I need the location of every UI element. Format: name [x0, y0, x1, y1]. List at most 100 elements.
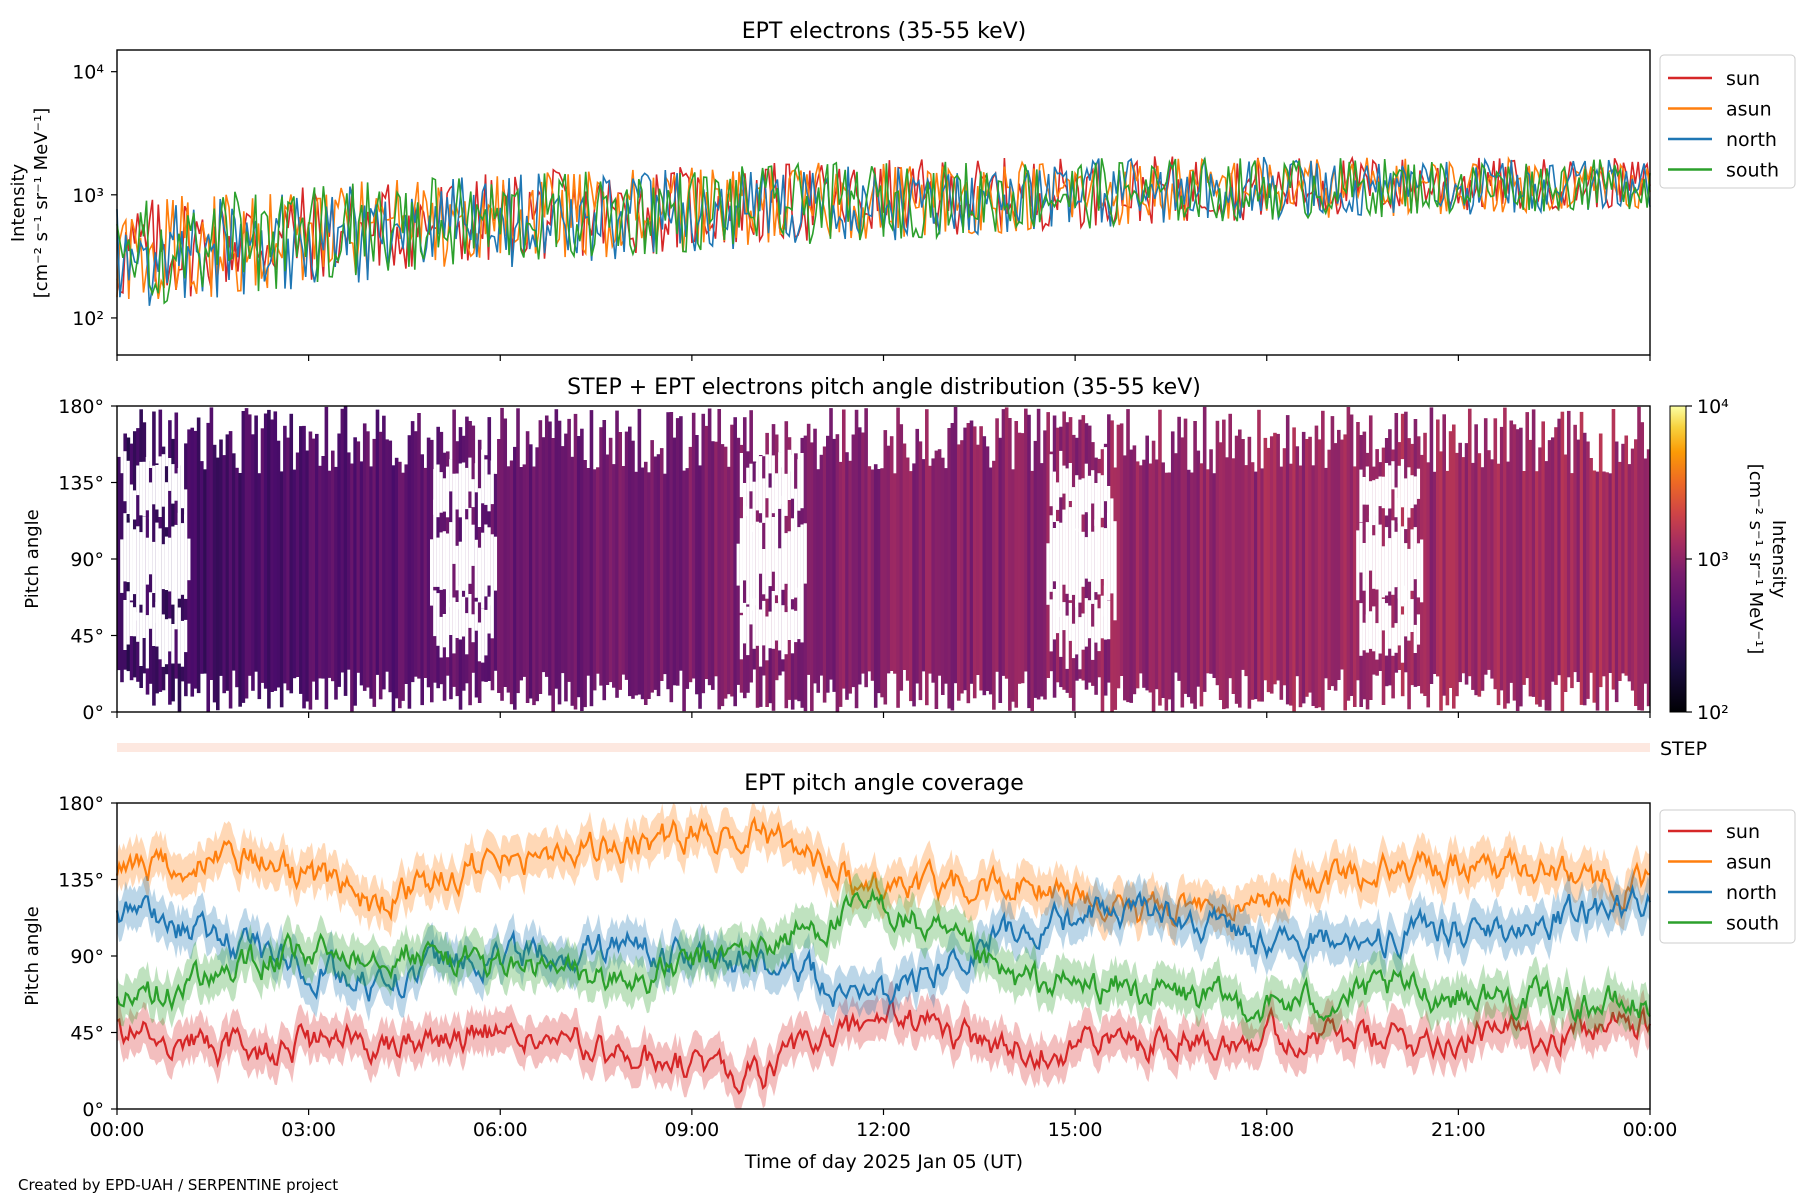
- heatmap-gap: [1378, 476, 1383, 507]
- heatmap-column: [1011, 469, 1015, 702]
- heatmap-gap: [1362, 622, 1367, 651]
- heatmap-column: [1206, 469, 1210, 674]
- heatmap-column: [1563, 454, 1568, 692]
- heatmap-gap: [490, 594, 495, 639]
- heatmap-gap: [1081, 531, 1086, 587]
- heatmap-gap: [177, 607, 182, 664]
- heatmap-column: [1170, 431, 1175, 712]
- heatmap-gap: [1094, 599, 1098, 643]
- heatmap-column: [1327, 449, 1332, 690]
- heatmap-column: [1608, 473, 1613, 673]
- heatmap-column: [669, 412, 674, 703]
- step-label: STEP: [1660, 738, 1707, 760]
- heatmap-column: [1218, 442, 1223, 700]
- heatmap-column: [244, 408, 249, 699]
- heatmap-column: [1557, 418, 1561, 676]
- heatmap-column: [1554, 427, 1558, 685]
- heatmap-column: [1429, 407, 1434, 684]
- heatmap-column: [1186, 469, 1191, 698]
- heatmap-gap: [1391, 520, 1395, 595]
- heatmap-column: [206, 422, 211, 712]
- heatmap-column: [1119, 423, 1124, 676]
- heatmap-column: [688, 446, 693, 683]
- panel1-ylabel-line2: [cm⁻² s⁻¹ sr⁻¹ MeV⁻¹]: [31, 108, 52, 299]
- heatmap-column: [404, 464, 409, 684]
- panel-step-strip: STEP: [117, 738, 1707, 760]
- heatmap-gap: [180, 523, 185, 595]
- heatmap-column: [1595, 471, 1600, 711]
- heatmap-column: [586, 468, 591, 676]
- heatmap-gap: [1368, 611, 1373, 649]
- heatmap-gap: [458, 541, 463, 610]
- heatmap-column: [1589, 458, 1593, 673]
- heatmap-column: [653, 456, 658, 690]
- heatmap-gap: [155, 602, 159, 647]
- heatmap-column: [886, 445, 891, 674]
- heatmap-column: [190, 427, 195, 697]
- heatmap-column: [998, 437, 1003, 703]
- heatmap-column: [861, 432, 865, 674]
- heatmap-gap: [1071, 623, 1076, 659]
- heatmap-column: [148, 468, 153, 684]
- heatmap-gap: [477, 547, 482, 603]
- heatmap-gap: [794, 610, 798, 643]
- heatmap-gap: [1065, 514, 1070, 594]
- legend-box: [1659, 809, 1796, 944]
- heatmap-gap: [1397, 465, 1402, 524]
- heatmap-gap: [768, 487, 773, 525]
- heatmap-column: [1624, 435, 1629, 676]
- heatmap-column: [950, 423, 955, 711]
- heatmap-gap: [155, 522, 159, 623]
- heatmap-gap: [1062, 602, 1066, 631]
- colorbar-unit: [cm⁻² s⁻¹ sr⁻¹ MeV⁻¹]: [1745, 464, 1766, 655]
- heatmap-column: [704, 425, 709, 679]
- heatmap-gap: [174, 524, 179, 605]
- heatmap-column: [330, 450, 335, 682]
- series-line-asun: [115, 815, 1651, 928]
- heatmap-column: [219, 439, 223, 676]
- heatmap-gap: [1416, 614, 1421, 645]
- heatmap-column: [522, 464, 527, 677]
- heatmap-gap: [1052, 471, 1057, 522]
- heatmap-column: [1209, 449, 1213, 674]
- heatmap-gap: [1404, 478, 1408, 530]
- heatmap-column: [902, 443, 907, 670]
- heatmap-gap: [433, 469, 437, 515]
- heatmap-column: [1199, 463, 1204, 707]
- heatmap-column: [401, 472, 405, 701]
- heatmap-column: [1148, 463, 1153, 693]
- heatmap-gap: [1400, 526, 1405, 607]
- heatmap-gap: [1052, 589, 1057, 640]
- heatmap-column: [1566, 410, 1571, 678]
- heatmap-gap: [1113, 521, 1118, 621]
- heatmap-gap: [1372, 480, 1376, 526]
- heatmap-gap: [1055, 482, 1060, 510]
- heatmap-column: [912, 463, 916, 707]
- heatmap-gap: [164, 482, 169, 528]
- heatmap-column: [1100, 449, 1105, 712]
- heatmap-column: [308, 431, 313, 710]
- heatmap-column: [1602, 471, 1606, 677]
- heatmap-column: [117, 456, 121, 671]
- heatmap-gap: [471, 524, 476, 566]
- heatmap-column: [327, 470, 332, 678]
- heatmap-column: [1531, 409, 1536, 697]
- heatmap-gap: [129, 511, 134, 601]
- heatmap-column: [289, 413, 294, 694]
- heatmap-column: [1260, 468, 1264, 702]
- heatmap-column: [1321, 410, 1325, 711]
- heatmap-column: [918, 441, 923, 701]
- heatmap-column: [1467, 408, 1472, 677]
- heatmap-column: [672, 437, 677, 686]
- heatmap-column: [318, 465, 322, 679]
- heatmap-column: [254, 415, 258, 672]
- heatmap-column: [292, 469, 297, 679]
- ytick-label: 0°: [82, 1099, 104, 1121]
- heatmap-column: [1535, 471, 1539, 705]
- heatmap-gap: [787, 589, 792, 640]
- heatmap-column: [1451, 424, 1456, 709]
- heatmap-column: [810, 442, 814, 711]
- heatmap-column: [1487, 450, 1491, 670]
- heatmap-column: [1266, 447, 1271, 693]
- heatmap-column: [909, 471, 913, 702]
